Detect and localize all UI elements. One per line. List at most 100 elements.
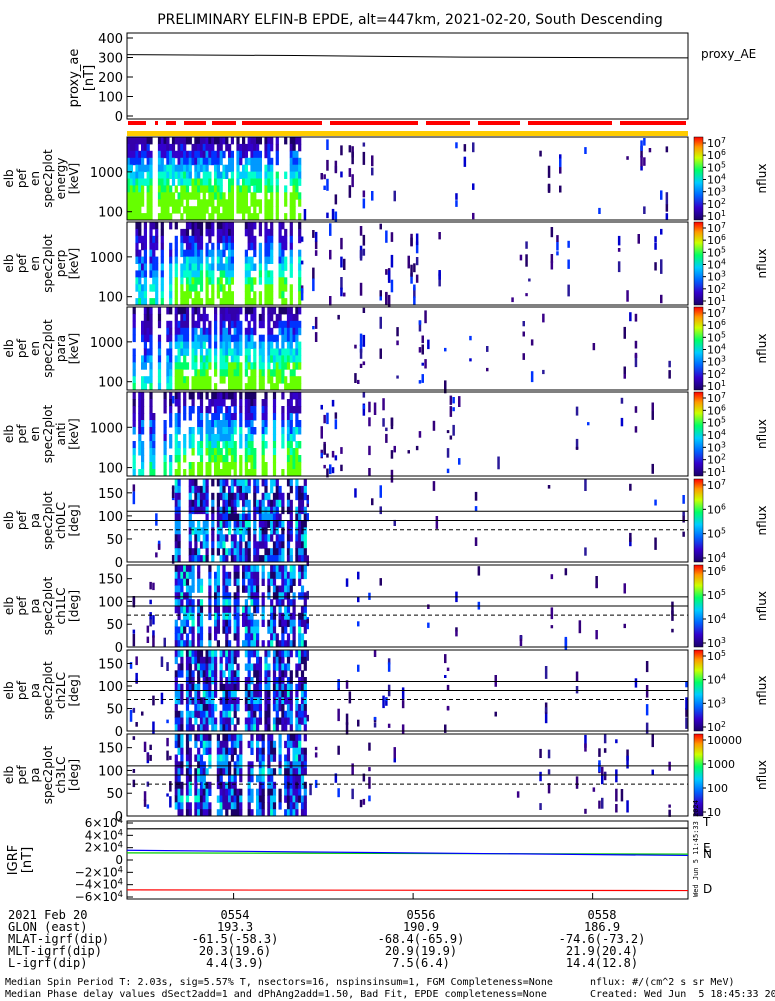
- spectrogram-cell: [651, 402, 654, 414]
- footer-line-2: Median Phase delay values dSect2add=1 an…: [5, 989, 547, 1000]
- spectrogram-cell: [194, 690, 198, 698]
- spectrogram-cell: [194, 697, 198, 705]
- spectrogram-cell: [174, 256, 178, 264]
- spectrogram-cell: [345, 680, 349, 689]
- spectrogram-cell: [197, 734, 201, 742]
- spectrogram-cell: [177, 143, 181, 152]
- spectrogram-cell: [357, 664, 360, 672]
- spectrogram-cell: [205, 690, 209, 698]
- spectrogram-cell: [264, 663, 268, 671]
- spectrogram-cell: [286, 441, 291, 449]
- spectrogram-cell: [685, 697, 688, 710]
- spectrogram-cell: [199, 599, 204, 607]
- spectrogram-cell: [244, 513, 248, 521]
- spectrogram-cell: [228, 242, 232, 251]
- ae-ylabel-2: [nT]: [82, 65, 97, 91]
- spectrogram-cell: [211, 697, 215, 705]
- spectrogram-cell: [250, 717, 254, 725]
- spectrogram-cell: [253, 585, 257, 593]
- spectrogram-cell: [267, 185, 271, 193]
- spectrogram-cell: [236, 327, 240, 336]
- spectrogram-cell: [660, 259, 663, 267]
- spectrogram-cell: [300, 492, 305, 501]
- spectrogram-cell: [239, 406, 243, 414]
- spectrogram-cell: [286, 541, 291, 549]
- spectrogram-cell: [295, 150, 299, 159]
- spectrogram-cell: [455, 142, 458, 149]
- spectrogram-cell: [236, 157, 240, 166]
- spectrogram-cell: [216, 263, 220, 271]
- spectrogram-cell: [225, 513, 229, 521]
- spectrogram-cell: [157, 369, 162, 377]
- spectrogram-cell: [202, 747, 206, 755]
- spectrogram-cell: [225, 710, 229, 719]
- spectrogram-cell: [230, 199, 234, 207]
- spectrogram-cell: [244, 249, 248, 258]
- spectrogram-cell: [284, 334, 288, 343]
- spectrogram-cell: [180, 754, 184, 762]
- spectrogram-cell: [256, 606, 260, 614]
- spectrogram-cell: [258, 157, 262, 166]
- panel-ylabel: pa: [28, 513, 42, 528]
- spectrogram-cell: [300, 527, 305, 535]
- spectrogram-cell: [197, 143, 201, 152]
- spectrogram-cell: [264, 222, 268, 230]
- spectrogram-cell: [197, 256, 201, 264]
- spectrogram-cell: [284, 307, 288, 315]
- spectrogram-cell: [253, 565, 257, 573]
- spectrogram-cell: [211, 427, 215, 435]
- spectrogram-cell: [199, 499, 204, 508]
- spectrogram-cell: [233, 704, 237, 712]
- spectrogram-cell: [149, 228, 153, 237]
- spectrogram-cell: [256, 683, 260, 692]
- spectrogram-cell: [199, 199, 204, 207]
- spectrogram-cell: [174, 724, 178, 732]
- spectrogram-cell: [233, 571, 237, 580]
- spectrogram-cell: [309, 783, 312, 796]
- spectrogram-cell: [219, 469, 223, 477]
- spectrogram-cell: [208, 462, 212, 470]
- spectrogram-cell: [242, 499, 246, 508]
- spectrogram-cell: [289, 270, 293, 278]
- spectrogram-cell: [306, 500, 309, 504]
- spectrogram-cell: [651, 411, 654, 420]
- spectrogram-cell: [127, 213, 131, 221]
- spectrogram-cell: [194, 534, 198, 542]
- spectrogram-cell: [197, 441, 201, 449]
- spectrogram-cell: [300, 697, 305, 705]
- spectrogram-cell: [284, 242, 288, 251]
- spectrogram-cell: [267, 270, 271, 278]
- spectrogram-cell: [208, 734, 212, 742]
- spectrogram-cell: [258, 683, 262, 692]
- ephemeris-label: L-igrf(dip): [8, 956, 88, 970]
- spectrogram-cell: [250, 734, 254, 742]
- spectrogram-cell: [230, 355, 234, 363]
- spectrogram-cell: [671, 601, 674, 615]
- spectrogram-cell: [278, 222, 282, 230]
- spectrogram-cell: [362, 405, 366, 409]
- spectrogram-cell: [183, 320, 187, 329]
- spectrogram-cell: [264, 462, 268, 470]
- spectrogram-cell: [278, 717, 282, 725]
- ae-tick-label: 400: [98, 32, 123, 47]
- spectrogram-cell: [250, 313, 254, 322]
- spectrogram-cell: [174, 802, 178, 810]
- spectrogram-cell: [275, 555, 279, 563]
- spectrogram-cell: [446, 705, 450, 711]
- spectrogram-cell: [264, 298, 268, 306]
- spectrogram-cell: [298, 555, 302, 563]
- spectrogram-cell: [303, 606, 307, 614]
- spectrogram-cell: [199, 650, 204, 658]
- spectrogram-cell: [623, 623, 626, 629]
- spectrogram-cell: [216, 213, 220, 221]
- spectrogram-cell: [250, 571, 254, 580]
- spectrogram-cell: [191, 313, 195, 322]
- spectrogram-cell: [648, 148, 652, 153]
- spectrogram-cell: [264, 143, 268, 152]
- spectrogram-cell: [191, 633, 195, 641]
- spectrogram-cell: [194, 277, 198, 285]
- spectrogram-cell: [138, 185, 142, 193]
- spectrogram-cell: [267, 520, 271, 528]
- spectrogram-cell: [205, 527, 209, 535]
- spectrogram-cell: [214, 348, 218, 356]
